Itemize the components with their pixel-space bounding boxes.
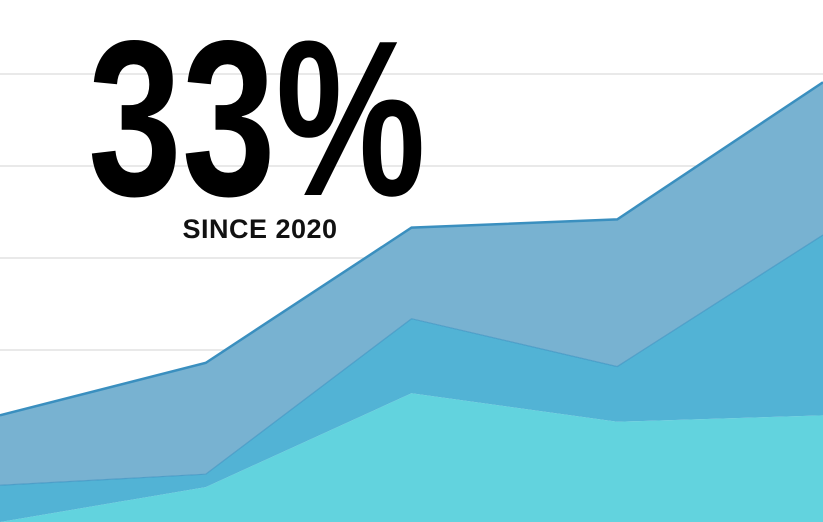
- area-edge: [0, 234, 823, 486]
- areas: [0, 81, 823, 522]
- area: [0, 82, 823, 486]
- headline-subtitle: SINCE 2020: [182, 214, 337, 244]
- area-edge: [0, 81, 823, 417]
- area: [0, 235, 823, 522]
- area: [0, 393, 823, 522]
- headline-number: 33%: [88, 0, 426, 242]
